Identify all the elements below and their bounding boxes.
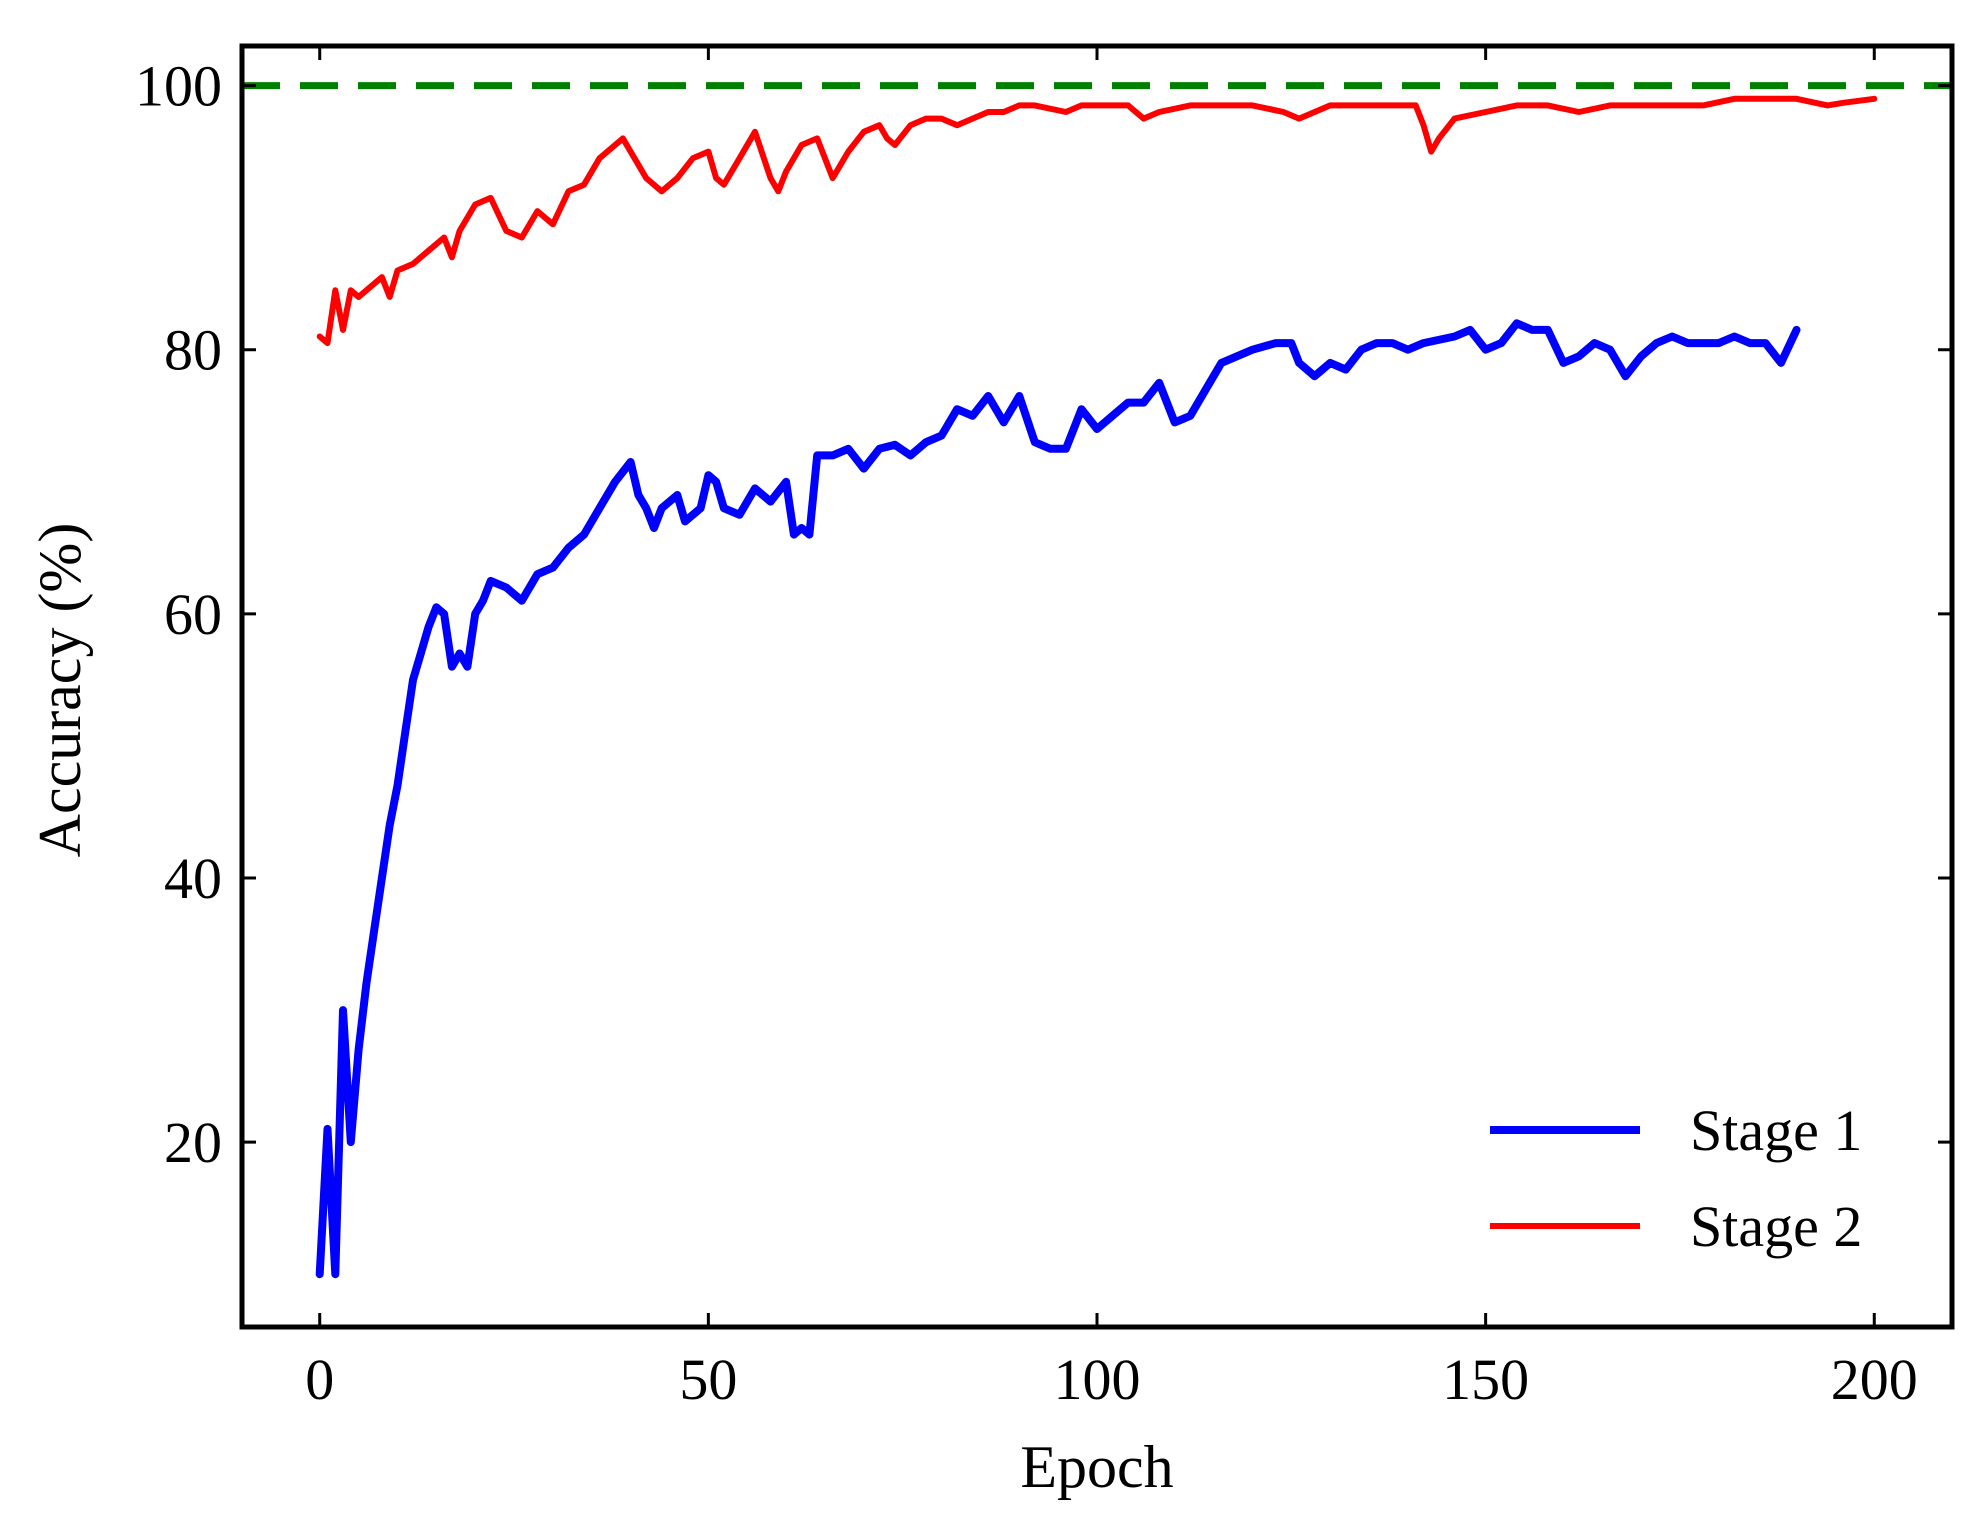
- y-tick-label: 100: [135, 54, 222, 119]
- x-tick-label: 100: [1054, 1347, 1141, 1412]
- series-layer: [242, 82, 1952, 1279]
- legend-label-2: Stage 2: [1690, 1194, 1862, 1259]
- y-tick-label: 60: [164, 582, 222, 647]
- x-tick-label: 0: [305, 1347, 334, 1412]
- y-axis-label: Accuracy (%): [27, 523, 93, 858]
- series-line-2: [316, 95, 1878, 347]
- x-tick-label: 150: [1442, 1347, 1529, 1412]
- ticks-layer: 0 50 100 150 200 20 40 60 80 100: [135, 46, 1952, 1412]
- series-line-1: [315, 319, 1801, 1279]
- x-axis-label: Epoch: [1020, 1434, 1173, 1500]
- legend: Stage 1 Stage 2: [1490, 1098, 1862, 1259]
- y-tick-label: 20: [164, 1110, 222, 1175]
- y-tick-label: 40: [164, 846, 222, 911]
- legend-label-1: Stage 1: [1690, 1098, 1862, 1163]
- x-tick-label: 200: [1831, 1347, 1918, 1412]
- x-tick-label: 50: [679, 1347, 737, 1412]
- y-tick-label: 80: [164, 318, 222, 383]
